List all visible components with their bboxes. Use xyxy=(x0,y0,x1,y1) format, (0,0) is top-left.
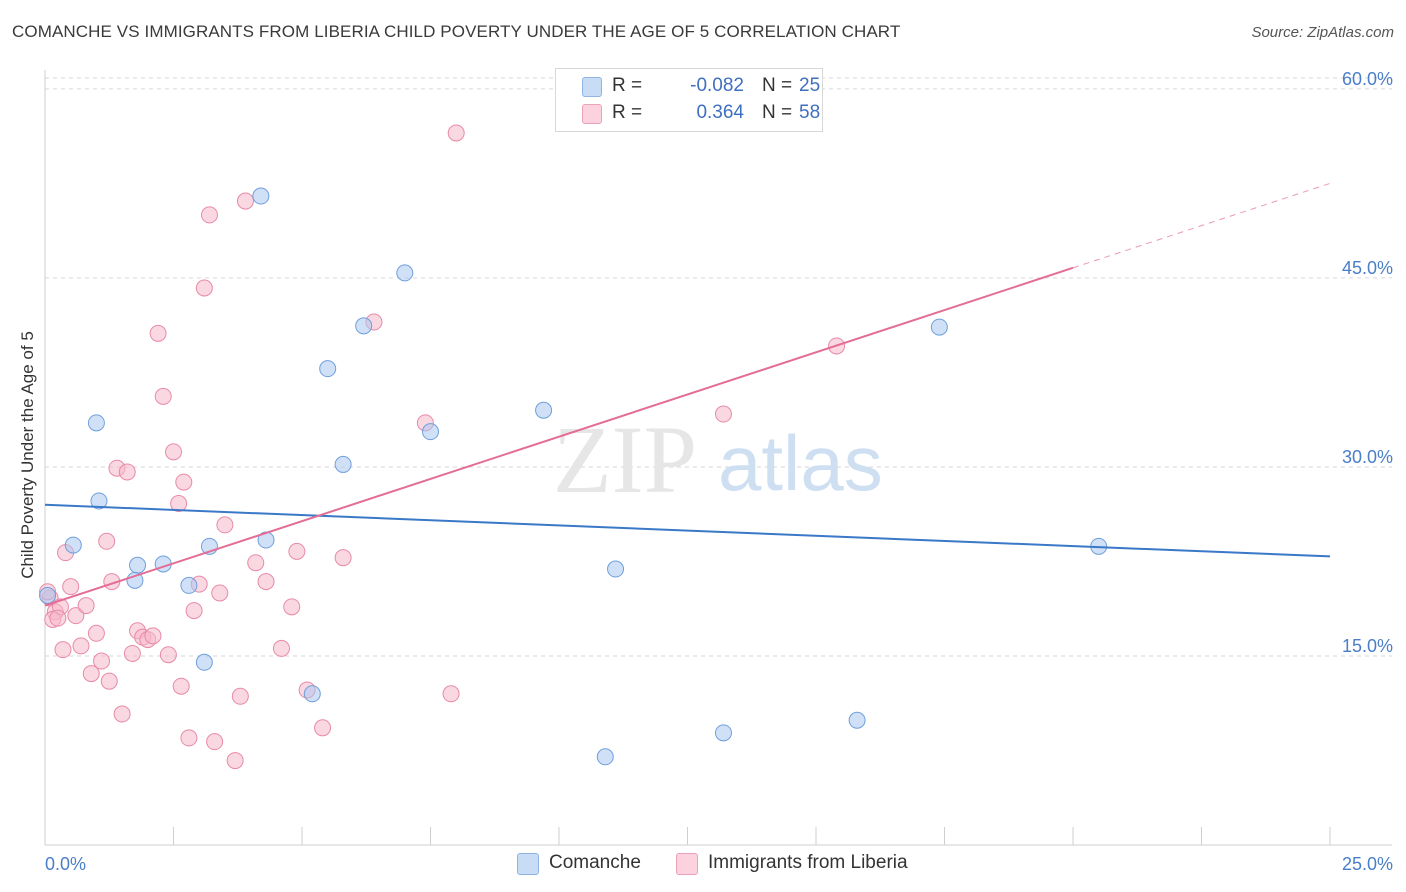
liberia-point xyxy=(283,598,301,616)
series-comanche xyxy=(39,187,1108,766)
y-tick-label: 45.0% xyxy=(1342,258,1393,278)
liberia-trend-extension xyxy=(1072,182,1331,269)
liberia-trend-line xyxy=(44,266,1074,607)
comanche-point xyxy=(848,711,866,729)
liberia-point xyxy=(62,578,80,596)
y-tick-label: 60.0% xyxy=(1342,69,1393,89)
liberia-point xyxy=(288,542,306,560)
liberia-point xyxy=(118,463,136,481)
liberia-point xyxy=(98,532,116,550)
comanche-point xyxy=(87,414,105,432)
gridlines xyxy=(45,77,1392,657)
comanche-point xyxy=(422,423,439,441)
liberia-point xyxy=(165,443,182,461)
comanche-point xyxy=(180,576,198,594)
comanche-point xyxy=(252,187,270,205)
comanche-point xyxy=(64,536,82,554)
liberia-point xyxy=(180,729,198,747)
liberia-point xyxy=(123,644,141,662)
liberia-point xyxy=(272,639,290,657)
correlation-legend: R = -0.082 N = 25 R = 0.364 N = 58 xyxy=(555,68,823,132)
r-label: R = xyxy=(612,102,643,123)
liberia-swatch xyxy=(676,853,698,875)
tick-labels: 15.0% 30.0% 45.0% 60.0% 0.0% 25.0% xyxy=(45,69,1393,874)
comanche-point xyxy=(319,360,337,378)
watermark-zip: ZIP xyxy=(553,406,697,513)
liberia-point xyxy=(195,279,213,297)
liberia-point xyxy=(206,733,224,751)
x-tick-label-min: 0.0% xyxy=(45,854,86,874)
liberia-point xyxy=(247,554,265,572)
comanche-point xyxy=(396,264,414,282)
liberia-point xyxy=(67,607,85,625)
liberia-point xyxy=(200,206,218,224)
liberia-point xyxy=(87,624,105,642)
series-name: Comanche xyxy=(549,852,641,873)
liberia-point xyxy=(231,687,249,705)
liberia-point xyxy=(144,627,162,645)
y-tick-label: 30.0% xyxy=(1342,447,1393,467)
n-label: N = xyxy=(762,75,793,96)
n-value: 25 xyxy=(799,75,821,96)
trend-lines xyxy=(44,182,1331,607)
liberia-swatch xyxy=(582,104,602,124)
comanche-swatch xyxy=(582,77,602,97)
n-value: 58 xyxy=(799,102,821,123)
series-name: Immigrants from Liberia xyxy=(708,852,908,873)
comanche-point xyxy=(355,317,373,335)
y-tick-label: 15.0% xyxy=(1342,636,1393,656)
liberia-point xyxy=(211,584,229,602)
liberia-point xyxy=(172,677,190,695)
comanche-point xyxy=(195,653,213,671)
liberia-point xyxy=(175,473,193,491)
liberia-point xyxy=(159,646,177,664)
chart-title: COMANCHE VS IMMIGRANTS FROM LIBERIA CHIL… xyxy=(12,22,901,41)
liberia-point xyxy=(447,124,465,142)
liberia-point xyxy=(149,324,167,342)
comanche-point xyxy=(39,586,57,604)
liberia-point xyxy=(154,387,172,405)
comanche-point xyxy=(90,492,108,510)
comanche-point xyxy=(129,556,147,574)
liberia-point xyxy=(314,719,332,737)
liberia-point xyxy=(714,405,732,423)
comanche-trend-line xyxy=(44,503,1331,558)
comanche-point xyxy=(535,401,553,419)
liberia-point xyxy=(334,549,352,567)
liberia-point xyxy=(93,652,111,670)
liberia-point xyxy=(226,752,244,770)
liberia-point xyxy=(77,597,95,615)
comanche-point xyxy=(303,685,321,703)
comanche-point xyxy=(607,560,625,578)
r-label: R = xyxy=(612,75,643,96)
liberia-point xyxy=(100,672,118,690)
liberia-point xyxy=(72,637,90,655)
liberia-point xyxy=(442,685,460,703)
n-label: N = xyxy=(762,102,793,123)
liberia-point xyxy=(49,609,67,627)
x-tick-label-max: 25.0% xyxy=(1342,854,1393,874)
comanche-point xyxy=(930,318,948,336)
liberia-point xyxy=(185,602,203,620)
comanche-point xyxy=(596,748,614,766)
axes xyxy=(44,70,1392,846)
liberia-point xyxy=(54,641,72,659)
r-value: -0.082 xyxy=(690,75,744,96)
comanche-swatch xyxy=(517,853,539,875)
watermark-atlas: atlas xyxy=(718,419,883,507)
liberia-point xyxy=(216,516,234,534)
r-value: 0.364 xyxy=(696,102,744,123)
liberia-point xyxy=(257,573,275,591)
comanche-point xyxy=(334,455,352,473)
comanche-point xyxy=(714,724,732,742)
liberia-point xyxy=(82,665,100,683)
liberia-point xyxy=(113,705,131,723)
liberia-point xyxy=(170,494,188,512)
liberia-point xyxy=(236,192,254,210)
source-credit: Source: ZipAtlas.com xyxy=(1251,24,1394,41)
